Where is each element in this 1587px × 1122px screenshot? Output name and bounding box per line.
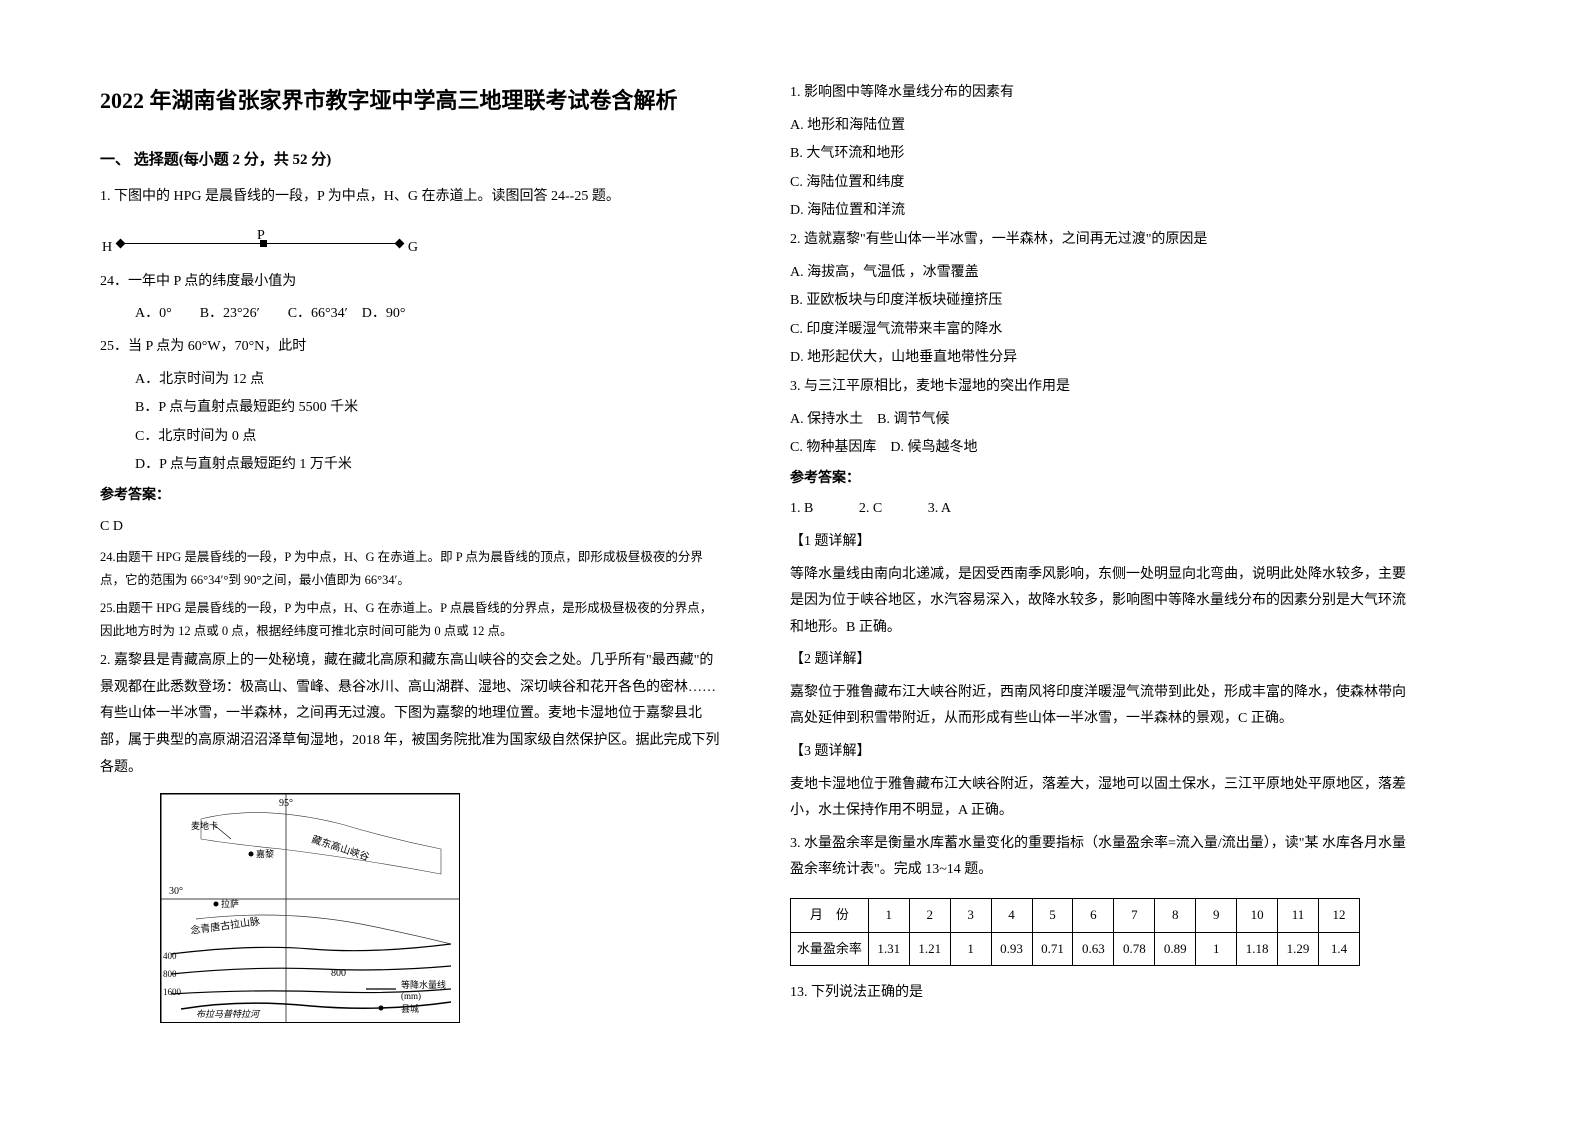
- q25-d: D．P 点与直射点最短距约 1 万千米: [100, 452, 720, 479]
- cell: 1: [950, 932, 991, 966]
- q2-3a: A. 保持水土 B. 调节气候: [790, 407, 1410, 434]
- table-row: 月 份 1 2 3 4 5 6 7 8 9 10 11 12: [791, 899, 1360, 933]
- q2-2c: C. 印度洋暖湿气流带来丰富的降水: [790, 317, 1410, 344]
- cell-rate-label: 水量盈余率: [791, 932, 869, 966]
- cell: 11: [1278, 899, 1319, 933]
- d2-label: 【2 题详解】: [790, 647, 1410, 674]
- right-column: 1. 影响图中等降水量线分布的因素有 A. 地形和海陆位置 B. 大气环流和地形…: [790, 80, 1410, 1042]
- cell: 1.31: [868, 932, 909, 966]
- q2-2a: A. 海拔高，气温低 ，冰雪覆盖: [790, 260, 1410, 287]
- ans2-3: 3. A: [928, 496, 951, 523]
- q3-intro: 3. 水量盈余率是衡量水库蓄水量变化的重要指标（水量盈余率=流入量/流出量），读…: [790, 831, 1410, 884]
- answer-label-2: 参考答案：: [790, 466, 1410, 493]
- q2-1: 1. 影响图中等降水量线分布的因素有: [790, 80, 1410, 107]
- cell: 8: [1155, 899, 1196, 933]
- ans2-2: 2. C: [859, 496, 882, 523]
- svg-text:嘉黎: 嘉黎: [256, 848, 274, 859]
- cell: 10: [1237, 899, 1278, 933]
- cell: 0.71: [1032, 932, 1073, 966]
- map-svg: 95° 30° 400 800 1600 800 嘉黎 拉萨 麦地卡: [160, 793, 460, 1023]
- cell: 7: [1114, 899, 1155, 933]
- g-label: G: [408, 235, 418, 262]
- q2-intro: 2. 嘉黎县是青藏高原上的一处秘境，藏在藏北高原和藏东高山峡谷的交会之处。几乎所…: [100, 648, 720, 781]
- d2: 嘉黎位于雅鲁藏布江大峡谷附近，西南风将印度洋暖湿气流带到此处，形成丰富的降水，使…: [790, 680, 1410, 733]
- cell: 0.89: [1155, 932, 1196, 966]
- left-column: 2022 年湖南省张家界市教字垭中学高三地理联考试卷含解析 一、 选择题(每小题…: [100, 80, 720, 1042]
- q25-c: C．北京时间为 0 点: [100, 424, 720, 451]
- q2-1d: D. 海陆位置和洋流: [790, 198, 1410, 225]
- q13: 13. 下列说法正确的是: [790, 980, 1410, 1007]
- cell: 3: [950, 899, 991, 933]
- q2-3: 3. 与三江平原相比，麦地卡湿地的突出作用是: [790, 374, 1410, 401]
- d1-label: 【1 题详解】: [790, 529, 1410, 556]
- q2-1b: B. 大气环流和地形: [790, 141, 1410, 168]
- line-diagram: H P G: [120, 225, 400, 255]
- dot-left: [116, 238, 126, 248]
- dot-mid: [260, 240, 267, 247]
- q25: 25．当 P 点为 60°W，70°N，此时: [100, 334, 720, 361]
- cell: 5: [1032, 899, 1073, 933]
- doc-title: 2022 年湖南省张家界市教字垭中学高三地理联考试卷含解析: [100, 80, 720, 122]
- cell: 4: [991, 899, 1032, 933]
- svg-text:县城: 县城: [401, 1004, 419, 1014]
- q2-1c: C. 海陆位置和纬度: [790, 170, 1410, 197]
- cell: 0.93: [991, 932, 1032, 966]
- answer-label: 参考答案：: [100, 483, 720, 510]
- q25-a: A．北京时间为 12 点: [100, 367, 720, 394]
- q2-1a: A. 地形和海陆位置: [790, 113, 1410, 140]
- svg-text:布拉马普特拉河: 布拉马普特拉河: [196, 1009, 261, 1019]
- q1-intro: 1. 下图中的 HPG 是晨昏线的一段，P 为中点，H、G 在赤道上。读图回答 …: [100, 184, 720, 211]
- svg-text:麦地卡: 麦地卡: [191, 820, 218, 831]
- cell: 1: [1196, 932, 1237, 966]
- section-header: 一、 选择题(每小题 2 分，共 52 分): [100, 146, 720, 175]
- q2-3c: C. 物种基因库 D. 候鸟越冬地: [790, 435, 1410, 462]
- h-label: H: [102, 235, 112, 262]
- expl24: 24.由题干 HPG 是晨昏线的一段，P 为中点，H、G 在赤道上。即 P 点为…: [100, 546, 720, 591]
- cell: 6: [1073, 899, 1114, 933]
- cell: 0.63: [1073, 932, 1114, 966]
- d1: 等降水量线由南向北递减，是因受西南季风影响，东侧一处明显向北弯曲，说明此处降水较…: [790, 562, 1410, 642]
- cell: 1.21: [909, 932, 950, 966]
- q24-opts: A．0° B．23°26′ C．66°34′ D．90°: [100, 301, 720, 328]
- answer-q2: 1. B 2. C 3. A: [790, 496, 1410, 523]
- svg-text:1600: 1600: [163, 987, 182, 997]
- svg-text:400: 400: [163, 951, 177, 961]
- cell: 0.78: [1114, 932, 1155, 966]
- ans2-1: 1. B: [790, 496, 813, 523]
- svg-text:(mm): (mm): [401, 991, 421, 1001]
- svg-text:等降水量线: 等降水量线: [401, 979, 446, 990]
- expl25: 25.由题干 HPG 是晨昏线的一段，P 为中点，H、G 在赤道上。P 点晨昏线…: [100, 597, 720, 642]
- d3-label: 【3 题详解】: [790, 739, 1410, 766]
- water-table: 月 份 1 2 3 4 5 6 7 8 9 10 11 12 水量盈余率 1.3…: [790, 898, 1360, 966]
- cell: 1.29: [1278, 932, 1319, 966]
- table-row: 水量盈余率 1.31 1.21 1 0.93 0.71 0.63 0.78 0.…: [791, 932, 1360, 966]
- q25-b: B．P 点与直射点最短距约 5500 千米: [100, 395, 720, 422]
- cell: 1.18: [1237, 932, 1278, 966]
- cell: 9: [1196, 899, 1237, 933]
- cell: 2: [909, 899, 950, 933]
- cell: 12: [1319, 899, 1360, 933]
- d3: 麦地卡湿地位于雅鲁藏布江大峡谷附近，落差大，湿地可以固土保水，三江平原地处平原地…: [790, 772, 1410, 825]
- map-figure: 95° 30° 400 800 1600 800 嘉黎 拉萨 麦地卡: [160, 793, 460, 1034]
- svg-text:95°: 95°: [279, 798, 293, 809]
- cell: 1: [868, 899, 909, 933]
- svg-text:800: 800: [163, 969, 177, 979]
- q2-2b: B. 亚欧板块与印度洋板块碰撞挤压: [790, 288, 1410, 315]
- cell-month-label: 月 份: [791, 899, 869, 933]
- svg-text:拉萨: 拉萨: [221, 898, 239, 909]
- svg-text:800: 800: [331, 968, 346, 979]
- svg-text:30°: 30°: [169, 886, 183, 897]
- answer-q1: C D: [100, 514, 720, 541]
- cell: 1.4: [1319, 932, 1360, 966]
- q2-2d: D. 地形起伏大，山地垂直地带性分异: [790, 345, 1410, 372]
- dot-right: [395, 238, 405, 248]
- q2-2: 2. 造就嘉黎"有些山体一半冰雪，一半森林，之间再无过渡"的原因是: [790, 227, 1410, 254]
- q24: 24．一年中 P 点的纬度最小值为: [100, 269, 720, 296]
